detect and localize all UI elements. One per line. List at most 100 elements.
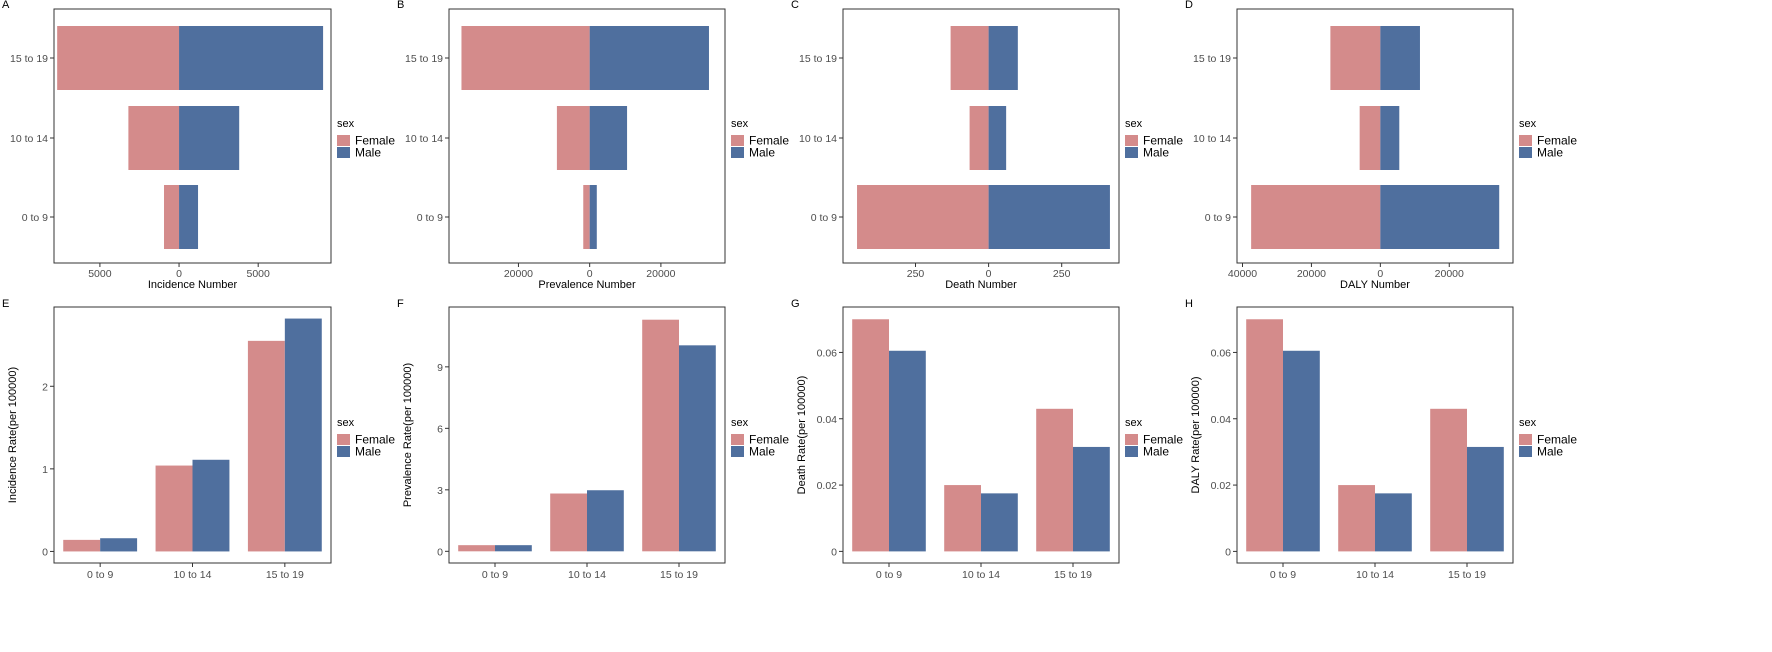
legend-swatch-male (337, 446, 350, 457)
legend-label-female: Female (749, 134, 789, 148)
bar-female-0-to-9 (63, 539, 101, 552)
x-tick-label: 10 to 14 (174, 569, 212, 581)
legend-label-male: Male (1537, 445, 1563, 459)
panel-D: D 15 to 19 10 to 14 0 to 9 40000 20000 0 20000 D… (1185, 0, 1577, 291)
x-tick-label: 20000 (504, 268, 533, 280)
plot-frame (448, 306, 726, 564)
legend-label-female: Female (749, 433, 789, 447)
x-tick-label: 0 (986, 268, 992, 280)
panel-letter: B (397, 0, 404, 11)
y-axis-title: DALY Rate(per 100000) (1190, 377, 1202, 494)
bar-female-0-to-9 (857, 185, 989, 249)
plot-frame (1236, 306, 1514, 564)
legend-swatch-male (1125, 446, 1138, 457)
y-tick-label: 6 (437, 423, 443, 435)
legend-swatch-female (1125, 135, 1138, 146)
legend-swatch-female (731, 434, 744, 445)
bar-female-10-to-14 (1359, 106, 1381, 170)
y-tick-label: 0 to 9 (22, 212, 48, 224)
bar-male-15-to-19 (988, 26, 1018, 90)
bar-female-0-to-9 (583, 185, 590, 249)
x-axis-title: Incidence Number (148, 279, 238, 291)
panel-C: C 15 to 19 10 to 14 0 to 9 250 0 250 Death Numb… (791, 0, 1183, 291)
x-tick-label: 15 to 19 (660, 569, 698, 581)
y-tick-label: 0.06 (817, 347, 838, 359)
x-tick-label: 10 to 14 (1356, 569, 1394, 581)
x-tick-label: 40000 (1228, 268, 1257, 280)
bar-female-10-to-14 (969, 106, 989, 170)
panel-letter: E (2, 298, 9, 310)
bar-male-0-to-9 (1283, 350, 1320, 552)
legend-label-female: Female (355, 433, 395, 447)
bar-female-15-to-19 (1330, 26, 1381, 90)
plot-frame (53, 306, 332, 564)
panel-letter: G (791, 298, 800, 310)
y-tick-label: 0 (42, 546, 48, 558)
bar-male-0-to-9 (100, 538, 138, 552)
x-tick-label: 250 (1053, 268, 1071, 280)
legend-label-male: Male (355, 445, 381, 459)
bar-female-10-to-14 (128, 106, 180, 170)
panel-F: F 0 to 9 10 to 14 15 to 19 0 3 6 9 Prevalence Ra… (397, 298, 789, 581)
bar-female-15-to-19 (950, 26, 989, 90)
bar-male-10-to-14 (589, 106, 628, 170)
bar-male-0-to-9 (179, 185, 199, 249)
bar-female-0-to-9 (458, 545, 495, 552)
x-axis-title: DALY Number (1340, 279, 1410, 291)
x-tick-label: 0 to 9 (1270, 569, 1296, 581)
x-tick-label: 0 to 9 (876, 569, 902, 581)
x-tick-label: 5000 (247, 268, 271, 280)
bar-female-10-to-14 (550, 493, 587, 552)
bar-male-10-to-14 (988, 106, 1007, 170)
bar-male-10-to-14 (192, 459, 230, 552)
x-tick-label: 10 to 14 (962, 569, 1000, 581)
bar-male-0-to-9 (988, 185, 1110, 249)
bar-male-10-to-14 (179, 106, 240, 170)
y-tick-label: 10 to 14 (1193, 133, 1231, 145)
legend-label-female: Female (1143, 433, 1183, 447)
y-tick-label: 10 to 14 (10, 133, 48, 145)
bar-female-0-to-9 (852, 319, 889, 552)
legend-title: sex (1519, 118, 1537, 130)
bar-female-15-to-19 (57, 26, 180, 90)
y-axis-title: Death Rate(per 100000) (796, 376, 808, 495)
bar-female-15-to-19 (1430, 408, 1467, 552)
y-tick-label: 0 to 9 (1205, 212, 1231, 224)
bar-male-15-to-19 (1467, 446, 1504, 552)
legend-title: sex (337, 118, 355, 130)
plot-frame (1236, 8, 1514, 264)
legend-title: sex (1519, 417, 1537, 429)
y-tick-label: 10 to 14 (799, 133, 837, 145)
plot-frame (842, 306, 1120, 564)
legend-label-male: Male (1143, 146, 1169, 160)
panel-letter: C (791, 0, 799, 11)
x-tick-label: 0 to 9 (482, 569, 508, 581)
y-tick-label: 0 to 9 (417, 212, 443, 224)
panel-letter: F (397, 298, 404, 310)
bar-male-15-to-19 (1073, 446, 1110, 552)
y-tick-label: 0.02 (817, 480, 838, 492)
bar-male-10-to-14 (981, 493, 1018, 552)
legend-label-male: Male (355, 146, 381, 160)
x-tick-label: 0 to 9 (87, 569, 113, 581)
y-tick-label: 0.04 (817, 414, 838, 426)
y-tick-label: 0 to 9 (811, 212, 837, 224)
legend-title: sex (1125, 118, 1143, 130)
panel-B: B 15 to 19 10 to 14 0 to 9 20000 0 20000 Preval… (397, 0, 789, 291)
panel-A: A 15 to 19 10 to 14 0 to 9 5000 0 5000 Incidenc… (2, 0, 395, 291)
x-axis-title: Prevalence Number (538, 279, 636, 291)
legend-swatch-male (1519, 147, 1532, 158)
panel-letter: D (1185, 0, 1193, 11)
x-axis-title: Death Number (945, 279, 1017, 291)
legend-label-female: Female (1537, 134, 1577, 148)
bar-male-0-to-9 (495, 545, 532, 552)
legend-swatch-female (337, 434, 350, 445)
bar-female-0-to-9 (1251, 185, 1381, 249)
bar-male-15-to-19 (284, 318, 322, 552)
legend-title: sex (1125, 417, 1143, 429)
bar-male-10-to-14 (1375, 493, 1412, 552)
bar-female-10-to-14 (155, 465, 193, 552)
x-tick-label: 250 (907, 268, 925, 280)
bar-male-10-to-14 (1380, 106, 1400, 170)
